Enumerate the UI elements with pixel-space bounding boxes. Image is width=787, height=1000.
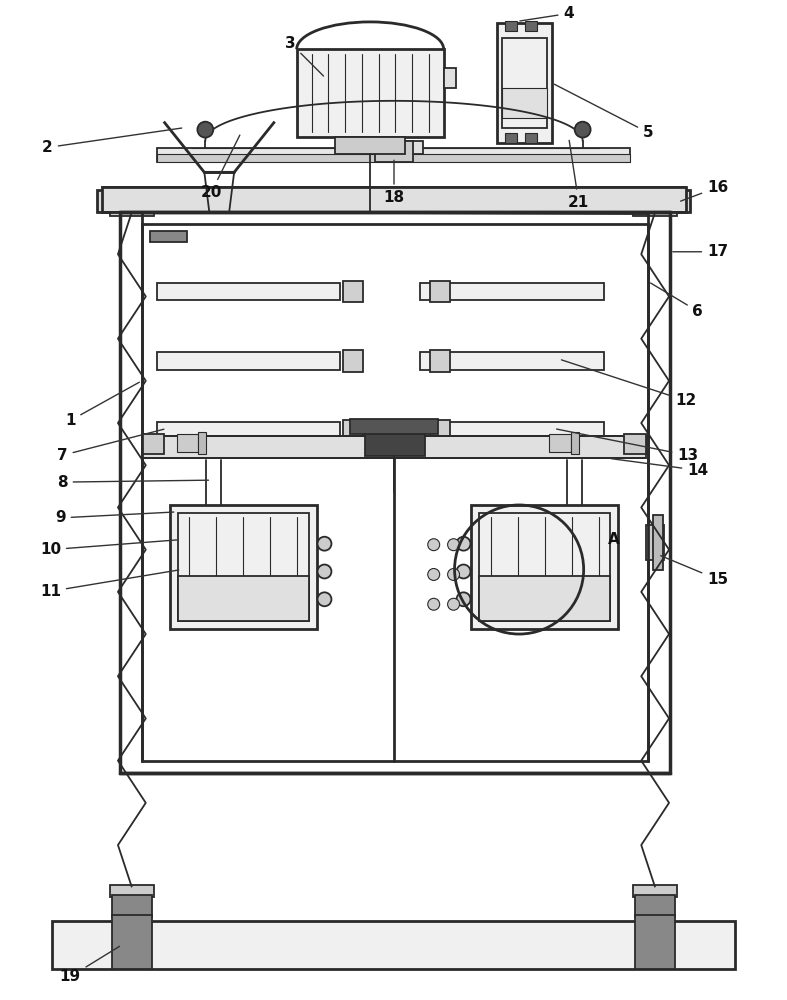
Circle shape xyxy=(448,569,460,580)
Bar xyxy=(97,190,690,212)
Circle shape xyxy=(456,592,471,606)
Text: 13: 13 xyxy=(556,429,699,463)
Bar xyxy=(634,206,677,216)
Bar xyxy=(343,281,364,302)
Circle shape xyxy=(456,565,471,578)
Bar xyxy=(634,885,677,897)
Circle shape xyxy=(448,598,460,610)
Circle shape xyxy=(448,539,460,551)
Bar xyxy=(112,915,152,969)
Text: 2: 2 xyxy=(42,128,182,155)
Bar xyxy=(419,422,604,439)
Text: A: A xyxy=(608,532,619,547)
Bar xyxy=(157,283,341,300)
Bar xyxy=(150,231,187,242)
Text: 17: 17 xyxy=(673,244,728,259)
Bar xyxy=(157,422,341,439)
Bar xyxy=(169,505,316,629)
Bar xyxy=(110,206,153,216)
Circle shape xyxy=(456,537,471,551)
Bar xyxy=(497,23,552,143)
Bar xyxy=(549,434,571,452)
Text: 3: 3 xyxy=(286,36,323,76)
Bar xyxy=(635,895,675,917)
Bar xyxy=(505,133,517,143)
Text: 21: 21 xyxy=(568,140,589,210)
Bar xyxy=(635,915,675,969)
Text: 14: 14 xyxy=(611,459,708,478)
Text: 6: 6 xyxy=(651,283,704,319)
Bar xyxy=(430,420,449,441)
Bar xyxy=(157,352,341,370)
Bar xyxy=(653,515,663,570)
Bar xyxy=(157,148,630,162)
Bar xyxy=(297,49,444,137)
Bar xyxy=(53,921,734,969)
Circle shape xyxy=(428,539,440,551)
Text: 11: 11 xyxy=(40,570,179,599)
Bar xyxy=(624,434,646,454)
Bar xyxy=(375,141,413,162)
Circle shape xyxy=(428,569,440,580)
Bar xyxy=(525,21,537,31)
Bar xyxy=(646,525,664,560)
Bar xyxy=(142,224,648,761)
Bar xyxy=(343,350,364,372)
Circle shape xyxy=(317,537,331,551)
Bar xyxy=(335,137,405,154)
Text: 5: 5 xyxy=(554,84,653,140)
Text: 10: 10 xyxy=(40,540,177,557)
Bar xyxy=(365,141,423,154)
Bar xyxy=(178,513,309,621)
Text: 8: 8 xyxy=(57,475,209,490)
Text: 15: 15 xyxy=(660,556,728,587)
Bar xyxy=(365,422,425,456)
Bar xyxy=(444,68,456,88)
Bar xyxy=(198,432,206,454)
Bar xyxy=(505,21,517,31)
Circle shape xyxy=(317,592,331,606)
Bar xyxy=(471,505,619,629)
Bar xyxy=(178,576,309,621)
Bar xyxy=(502,38,547,128)
Bar xyxy=(479,576,611,621)
Text: 18: 18 xyxy=(383,160,405,205)
Bar xyxy=(120,212,670,773)
Text: 20: 20 xyxy=(201,135,240,200)
Circle shape xyxy=(317,565,331,578)
Bar xyxy=(479,513,611,621)
Bar xyxy=(112,895,152,917)
Bar xyxy=(525,133,537,143)
Text: 9: 9 xyxy=(55,510,174,525)
Circle shape xyxy=(428,598,440,610)
Text: 7: 7 xyxy=(57,429,164,463)
Bar xyxy=(157,154,630,162)
Text: 1: 1 xyxy=(65,382,139,428)
Bar xyxy=(343,420,364,441)
Bar xyxy=(502,88,547,118)
Circle shape xyxy=(198,122,213,138)
Bar xyxy=(176,434,198,452)
Bar xyxy=(430,281,449,302)
Text: 4: 4 xyxy=(520,6,574,21)
Bar xyxy=(142,434,164,454)
Bar xyxy=(110,885,153,897)
Bar xyxy=(350,419,438,434)
Bar xyxy=(571,432,578,454)
Text: 19: 19 xyxy=(60,946,120,984)
Text: 16: 16 xyxy=(681,180,728,201)
Circle shape xyxy=(575,122,590,138)
Text: 12: 12 xyxy=(561,360,696,408)
Bar xyxy=(430,350,449,372)
Bar xyxy=(419,283,604,300)
Bar xyxy=(419,352,604,370)
Bar xyxy=(142,436,646,458)
Bar xyxy=(102,187,686,212)
